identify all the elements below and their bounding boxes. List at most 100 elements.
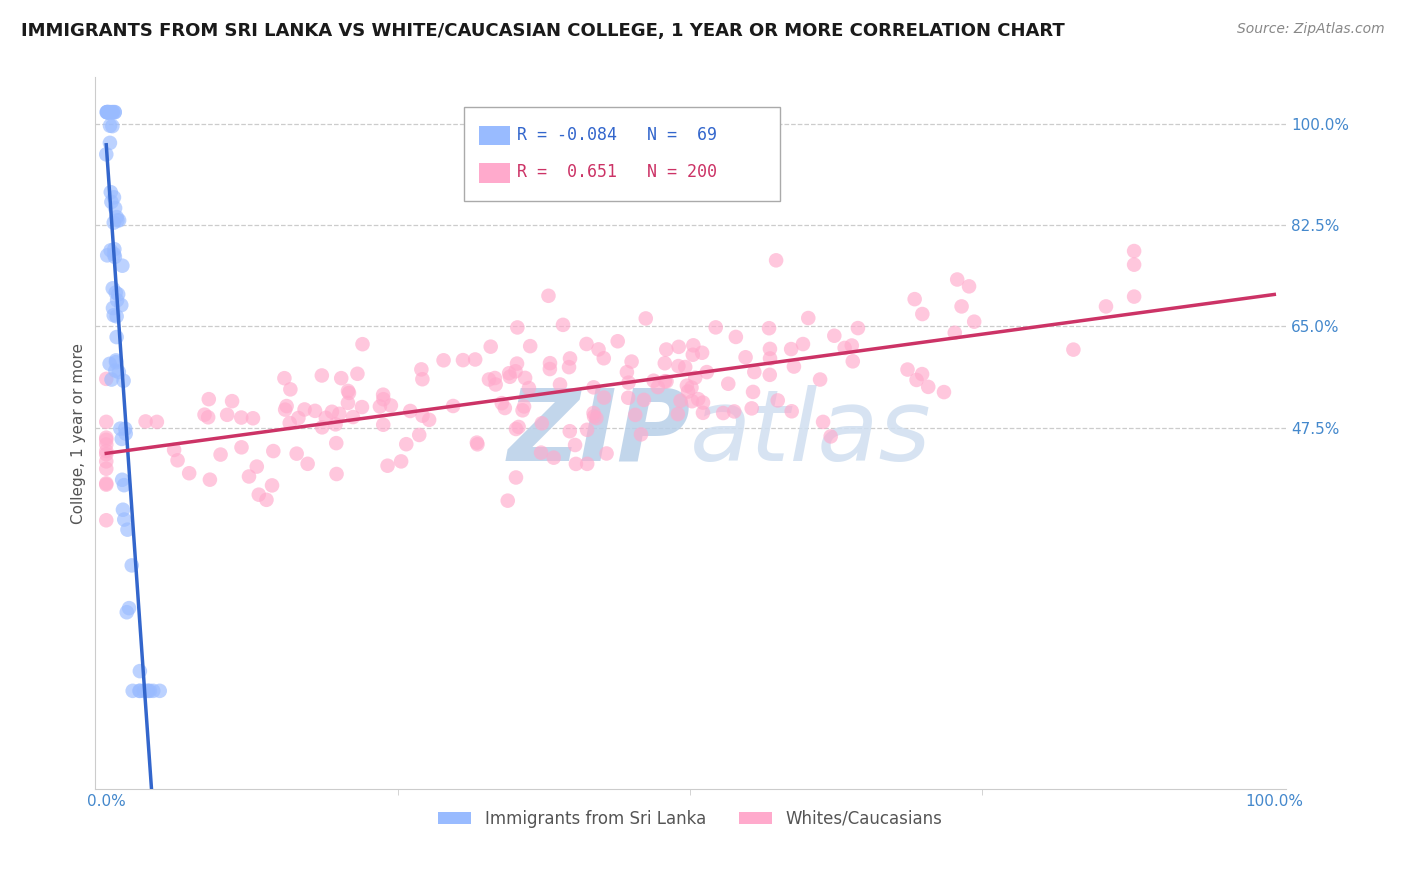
Point xyxy=(496,493,519,508)
Point xyxy=(666,407,689,421)
Point xyxy=(107,287,129,301)
Point xyxy=(96,105,118,120)
Point xyxy=(321,405,343,419)
Point xyxy=(96,372,118,386)
Point xyxy=(142,683,165,698)
Point xyxy=(101,119,124,133)
Point xyxy=(105,330,128,344)
Point xyxy=(950,300,973,314)
Point xyxy=(112,374,135,388)
Point xyxy=(128,683,150,698)
Point xyxy=(104,363,127,377)
Point xyxy=(823,328,845,343)
Point xyxy=(841,338,863,352)
Point xyxy=(558,351,581,366)
Point xyxy=(692,406,714,420)
Text: ZIP: ZIP xyxy=(508,384,690,482)
Point xyxy=(246,459,269,474)
Point xyxy=(681,381,703,395)
Point xyxy=(624,408,647,422)
Point xyxy=(146,415,169,429)
Point xyxy=(634,311,657,326)
Point xyxy=(373,417,395,432)
Point xyxy=(96,461,118,475)
Point xyxy=(330,371,353,385)
Point xyxy=(221,394,243,409)
Point xyxy=(342,410,364,425)
Point xyxy=(315,410,337,425)
Point xyxy=(304,404,326,418)
Point xyxy=(683,370,706,384)
Point xyxy=(98,119,121,133)
Point xyxy=(149,683,172,698)
Point xyxy=(136,683,159,698)
Point xyxy=(373,392,395,407)
Point xyxy=(741,401,763,416)
Point xyxy=(517,381,540,395)
Point xyxy=(98,357,121,371)
Point xyxy=(231,440,253,454)
Point xyxy=(842,354,865,368)
Point xyxy=(467,437,489,451)
Point xyxy=(104,105,127,120)
Point xyxy=(114,426,136,441)
Point xyxy=(209,448,232,462)
Point xyxy=(690,345,713,359)
Point xyxy=(101,281,124,295)
Point xyxy=(231,410,253,425)
Point xyxy=(548,377,571,392)
Point xyxy=(505,422,527,436)
Point xyxy=(294,402,316,417)
Text: R =  0.651   N = 200: R = 0.651 N = 200 xyxy=(517,163,717,181)
Point xyxy=(592,351,614,366)
Point xyxy=(101,105,124,120)
Point xyxy=(114,422,136,436)
Point xyxy=(105,210,128,224)
Point xyxy=(104,250,127,264)
Point xyxy=(100,244,122,258)
Point xyxy=(101,301,124,315)
Point xyxy=(506,320,529,334)
Point xyxy=(325,467,347,481)
Point xyxy=(742,384,765,399)
Point xyxy=(389,454,412,468)
Point xyxy=(103,190,125,204)
Point xyxy=(643,374,665,388)
Point xyxy=(682,348,704,362)
Point xyxy=(820,429,842,443)
Point xyxy=(432,353,454,368)
Point xyxy=(98,105,121,120)
Point xyxy=(681,394,703,409)
Point xyxy=(543,450,565,465)
Point xyxy=(669,393,692,408)
Point xyxy=(846,321,869,335)
Point xyxy=(96,147,118,161)
Point xyxy=(558,424,581,438)
Point xyxy=(896,362,918,376)
Point xyxy=(368,400,391,414)
Point xyxy=(105,213,128,227)
Point xyxy=(692,395,714,409)
Point xyxy=(576,423,599,437)
Point xyxy=(105,310,128,324)
Text: IMMIGRANTS FROM SRI LANKA VS WHITE/CAUCASIAN COLLEGE, 1 YEAR OR MORE CORRELATION: IMMIGRANTS FROM SRI LANKA VS WHITE/CAUCA… xyxy=(21,22,1064,40)
Point xyxy=(783,359,806,374)
Point xyxy=(551,318,574,332)
Point xyxy=(506,357,529,371)
Point xyxy=(911,367,934,381)
Point xyxy=(565,457,588,471)
Point xyxy=(163,442,186,457)
Point xyxy=(395,437,418,451)
Point xyxy=(585,411,607,425)
Point xyxy=(606,334,628,349)
Point xyxy=(758,368,780,382)
Point xyxy=(946,272,969,286)
Point xyxy=(96,105,118,120)
Point xyxy=(97,105,120,120)
Point xyxy=(278,416,301,430)
Point xyxy=(371,387,394,401)
Text: R = -0.084   N =  69: R = -0.084 N = 69 xyxy=(517,126,717,144)
Point xyxy=(655,374,678,388)
Point xyxy=(734,351,756,365)
Point xyxy=(765,253,787,268)
